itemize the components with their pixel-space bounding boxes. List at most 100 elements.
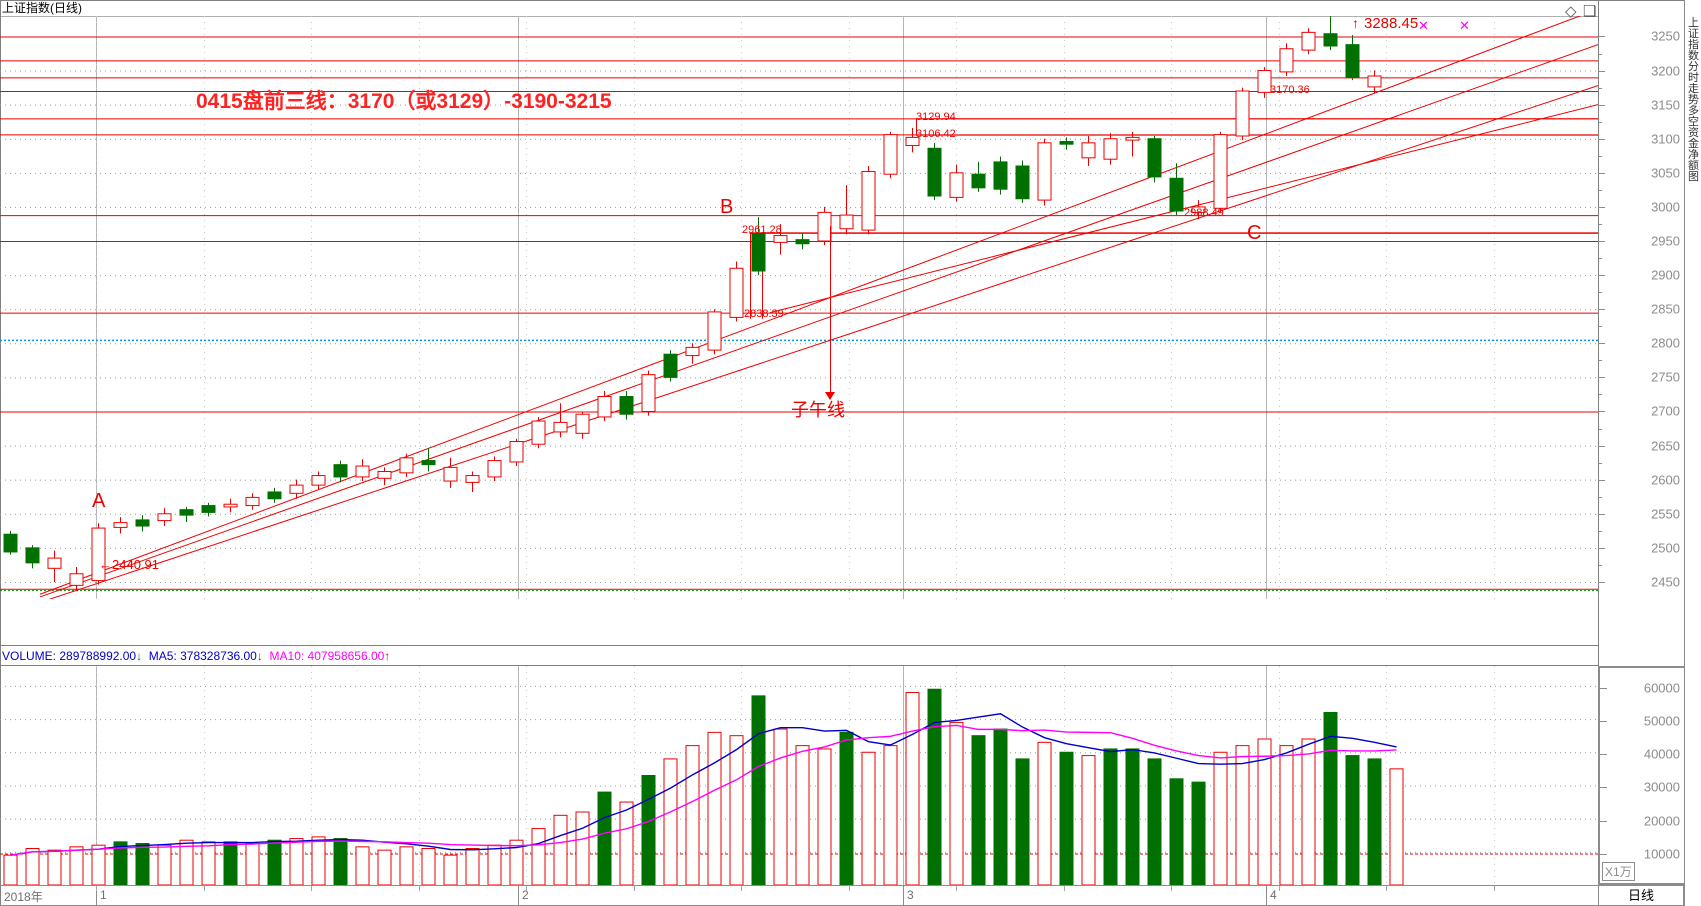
volume-axis-label: 50000 — [1643, 713, 1680, 729]
volume-axis-label: 40000 — [1643, 746, 1680, 762]
date-axis-tick — [96, 886, 97, 891]
price-axis-tick — [1598, 138, 1605, 140]
price-axis-tick — [1598, 377, 1605, 379]
date-axis-tick — [419, 886, 420, 891]
price-axis-label: 2600 — [1651, 472, 1680, 488]
volume-indicator-bar: VOLUME: 289788992.00↓ MA5: 378328736.00↓… — [0, 646, 1598, 666]
price-axis-tick — [1598, 411, 1605, 413]
volume-axis-label: 60000 — [1643, 680, 1680, 696]
price-axis-minor-tick — [1598, 223, 1602, 225]
ma10-trend-arrow: ↑ — [384, 649, 391, 663]
annotation-2988: 2988.49 — [1184, 207, 1224, 219]
price-axis-tick — [1598, 241, 1605, 243]
price-axis-label: 2950 — [1651, 233, 1680, 249]
headline-annotation: 0415盘前三线：3170（或3129）-3190-3215 — [196, 90, 612, 113]
date-axis-tick — [311, 886, 312, 891]
price-axis-minor-tick — [1598, 258, 1602, 260]
diamond-icon[interactable]: ◇ — [1565, 3, 1577, 20]
price-axis-minor-tick — [1598, 53, 1602, 55]
period-badge[interactable]: 日线 — [1598, 885, 1684, 906]
price-axis-label: 2900 — [1651, 267, 1680, 283]
date-axis-tick — [849, 886, 850, 891]
window-title: 上证指数(日线) — [0, 0, 1598, 16]
annotation-3106: 3106.42 — [916, 128, 956, 140]
price-axis-label: 2750 — [1651, 369, 1680, 385]
price-chart-canvas — [0, 16, 1598, 599]
date-axis-separator — [518, 886, 519, 906]
price-axis[interactable]: 3250 3200 3150 3100 3050 3000 2950 2900 2850 2800… — [1598, 16, 1684, 599]
price-axis-minor-tick — [1598, 428, 1602, 430]
date-axis-month-label: 2 — [522, 888, 529, 902]
annotation-point-a: A — [92, 490, 106, 512]
meridian-arrow-head — [825, 392, 835, 400]
price-chart-panel[interactable] — [0, 16, 1598, 599]
price-axis-label: 3100 — [1651, 131, 1680, 147]
side-panel-text: 上证指数分时走势多空资金净额图 — [1688, 17, 1699, 183]
panel-divider-top — [0, 645, 1598, 646]
volume-axis-label: 20000 — [1643, 813, 1680, 829]
date-axis-tick — [1064, 886, 1065, 891]
volume-axis[interactable]: X1万 60000 50000 40000 30000 20000 10000 — [1598, 666, 1684, 885]
date-axis-month-label: 3 — [907, 888, 914, 902]
price-axis-minor-tick — [1598, 462, 1602, 464]
annotation-low-tag: ←2440.91 — [99, 557, 159, 572]
price-axis-label: 3050 — [1651, 165, 1680, 181]
date-axis-tick — [526, 886, 527, 891]
price-axis-tick — [1598, 104, 1605, 106]
date-axis-separator — [1266, 886, 1267, 906]
price-axis-minor-tick — [1598, 326, 1602, 328]
price-axis-tick — [1598, 479, 1605, 481]
price-axis-tick — [1598, 206, 1605, 208]
date-axis-month-label: 4 — [1270, 888, 1277, 902]
date-axis: 2018年 1 2 3 4 — [0, 885, 1598, 906]
price-axis-tick — [1598, 445, 1605, 447]
ma5-trend-arrow: ↓ — [256, 649, 263, 663]
volume-axis-tick — [1600, 787, 1607, 789]
annotation-3170: 3170.36 — [1270, 84, 1310, 96]
volume-trend-arrow: ↓ — [136, 649, 143, 663]
annotation-2838: 2838.39 — [744, 308, 784, 320]
window-title-text: 上证指数(日线) — [2, 1, 82, 15]
meridian-label: 子午线 — [791, 400, 845, 420]
date-axis-separator — [903, 886, 904, 906]
date-axis-tick — [741, 886, 742, 891]
cross-marker-2: ✕ — [1459, 18, 1470, 33]
price-axis-minor-tick — [1598, 87, 1602, 89]
title-separator — [0, 16, 1598, 17]
price-axis-tick — [1598, 36, 1605, 38]
volume-axis-tick — [1600, 820, 1607, 822]
price-axis-tick — [1598, 309, 1605, 311]
date-axis-tick — [1279, 886, 1280, 891]
price-axis-label: 3150 — [1651, 97, 1680, 113]
date-axis-tick — [204, 886, 205, 891]
price-axis-minor-tick — [1598, 530, 1602, 532]
volume-chart-panel[interactable] — [0, 666, 1598, 885]
annotation-point-c: C — [1247, 222, 1262, 244]
price-axis-label: 3200 — [1651, 63, 1680, 79]
price-axis-label: 3000 — [1651, 199, 1680, 215]
date-axis-year-label: 2018年 — [4, 890, 43, 904]
last-price-marker: ↑ — [1352, 15, 1359, 31]
price-axis-minor-tick — [1598, 189, 1602, 191]
price-axis-label: 2850 — [1651, 301, 1680, 317]
collapsed-side-panel[interactable]: 上证指数分时走势多空资金净额图 — [1684, 0, 1701, 906]
panel-divider-bottom — [0, 665, 1598, 666]
price-axis-tick — [1598, 547, 1605, 549]
date-axis-tick — [1386, 886, 1387, 891]
price-axis-label: 2450 — [1651, 574, 1680, 590]
volume-axis-label: 30000 — [1643, 779, 1680, 795]
axis-divider — [1598, 0, 1599, 906]
volume-axis-label: 10000 — [1643, 846, 1680, 862]
ma5-value-label: MA5: 378328736.00 — [148, 649, 257, 663]
price-axis-minor-tick — [1598, 121, 1602, 123]
annotation-point-b: B — [720, 196, 734, 218]
price-axis-minor-tick — [1598, 360, 1602, 362]
price-axis-label: 2550 — [1651, 506, 1680, 522]
volume-axis-tick — [1600, 721, 1607, 723]
annotation-2961: 2961.28 — [742, 224, 782, 236]
annotation-3129: 3129.94 — [916, 111, 956, 123]
window-box-icon[interactable]: ❑ — [1583, 3, 1597, 20]
price-axis-tick — [1598, 581, 1605, 583]
meridian-line — [830, 226, 831, 396]
